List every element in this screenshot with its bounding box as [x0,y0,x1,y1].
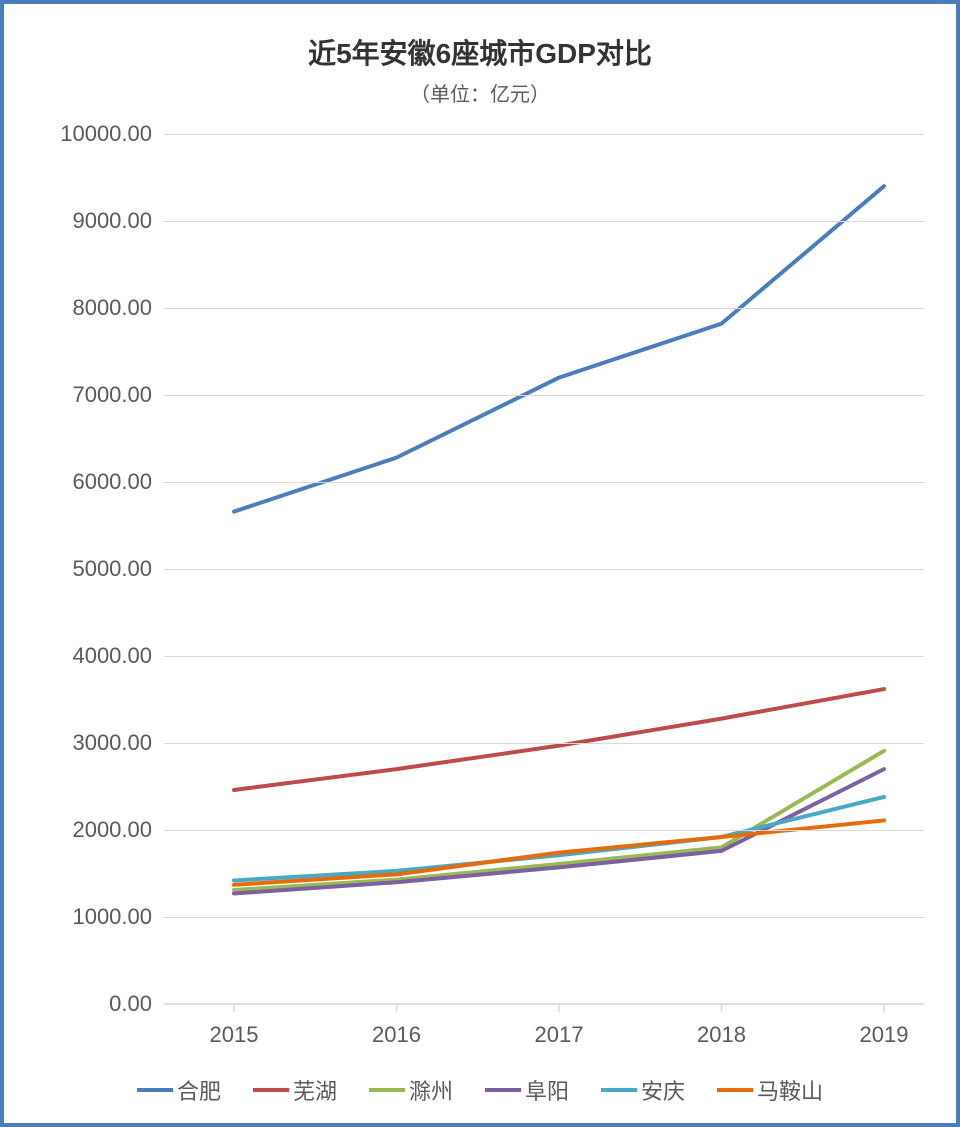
y-tick-label: 10000.00 [12,121,152,147]
x-tick-label: 2016 [372,1022,421,1048]
legend-label: 合肥 [177,1074,221,1106]
gridline [164,830,924,831]
legend-swatch [601,1088,637,1092]
x-tick-label: 2015 [210,1022,259,1048]
gridline [164,743,924,744]
legend-swatch [717,1088,753,1092]
x-tick-label: 2019 [860,1022,909,1048]
legend-item: 阜阳 [485,1074,569,1106]
series-line [234,186,884,511]
y-tick-label: 3000.00 [12,730,152,756]
gridline [164,395,924,396]
x-tick-label: 2018 [697,1022,746,1048]
gridline [164,482,924,483]
y-tick-label: 4000.00 [12,643,152,669]
legend-swatch [137,1088,173,1092]
y-tick-label: 8000.00 [12,295,152,321]
legend-label: 芜湖 [293,1074,337,1106]
y-tick-label: 5000.00 [12,556,152,582]
gridline [164,656,924,657]
gridline [164,569,924,570]
chart-title: 近5年安徽6座城市GDP对比 [4,32,956,72]
chart-subtitle: （单位：亿元） [4,78,956,107]
legend-item: 安庆 [601,1074,685,1106]
chart-container: 近5年安徽6座城市GDP对比 （单位：亿元） 0.001000.002000.0… [0,0,960,1127]
legend-item: 马鞍山 [717,1074,823,1106]
x-tick-label: 2017 [535,1022,584,1048]
legend-label: 马鞍山 [757,1074,823,1106]
legend-swatch [485,1088,521,1092]
gridline [164,917,924,918]
legend-swatch [369,1088,405,1092]
legend-item: 滁州 [369,1074,453,1106]
legend-label: 安庆 [641,1074,685,1106]
legend-label: 阜阳 [525,1074,569,1106]
y-tick-label: 0.00 [12,991,152,1017]
gridline [164,308,924,309]
y-tick-label: 2000.00 [12,817,152,843]
y-tick-label: 9000.00 [12,208,152,234]
plot-area: 0.001000.002000.003000.004000.005000.006… [164,134,924,1004]
chart-svg [164,134,924,1018]
legend: 合肥 芜湖 滁州 阜阳 安庆 马鞍山 [4,1074,956,1106]
y-tick-label: 6000.00 [12,469,152,495]
series-line [234,689,884,790]
gridline [164,221,924,222]
legend-label: 滁州 [409,1074,453,1106]
y-tick-label: 7000.00 [12,382,152,408]
y-tick-label: 1000.00 [12,904,152,930]
legend-item: 合肥 [137,1074,221,1106]
gridline [164,134,924,135]
gridline [164,1004,924,1005]
legend-swatch [253,1088,289,1092]
legend-item: 芜湖 [253,1074,337,1106]
